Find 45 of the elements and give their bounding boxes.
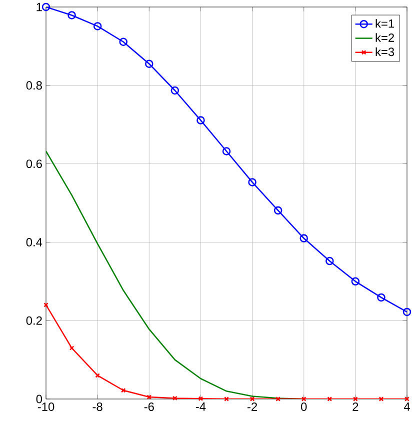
y-tick-label: 1 — [36, 2, 42, 12]
point — [248, 178, 256, 186]
point — [274, 206, 282, 215]
point — [378, 396, 384, 402]
point — [377, 293, 386, 302]
x-tick-label: -4 — [196, 402, 206, 411]
point — [301, 396, 306, 402]
y-tick-label: 0.6 — [26, 160, 42, 168]
point — [327, 396, 332, 402]
point — [351, 277, 360, 286]
y-tick-label: 0 — [36, 394, 42, 404]
point — [93, 22, 102, 30]
x-tick-label: 4 — [404, 402, 410, 411]
point — [222, 147, 231, 156]
point — [353, 396, 358, 402]
legend-label: k=2 — [376, 33, 394, 42]
x-tick-label: -2 — [248, 402, 257, 411]
x-tick-label: 2 — [352, 402, 358, 411]
x-tick-label: -6 — [144, 402, 154, 411]
point — [119, 38, 128, 46]
point — [276, 396, 280, 402]
x-tick-label: -10 — [38, 402, 54, 411]
y-tick-label: 0.8 — [26, 81, 42, 90]
legend-label: k=1 — [376, 19, 394, 28]
y-tick-label: 0.2 — [26, 316, 42, 325]
legend-label: k=3 — [376, 47, 394, 56]
point — [42, 2, 50, 12]
point — [250, 396, 255, 402]
point — [224, 396, 229, 402]
point — [300, 234, 308, 242]
point — [120, 388, 126, 393]
point — [95, 373, 100, 378]
point — [145, 60, 154, 68]
point — [402, 308, 412, 316]
point — [196, 116, 205, 124]
point — [146, 394, 152, 400]
point — [198, 396, 204, 402]
x-tick-label: 0 — [301, 402, 307, 411]
point — [326, 256, 334, 266]
y-tick-label: 0.4 — [26, 238, 42, 246]
point — [172, 396, 178, 401]
point — [68, 11, 76, 20]
x-tick-label: -8 — [92, 402, 102, 411]
point — [69, 346, 74, 350]
point — [170, 86, 180, 95]
